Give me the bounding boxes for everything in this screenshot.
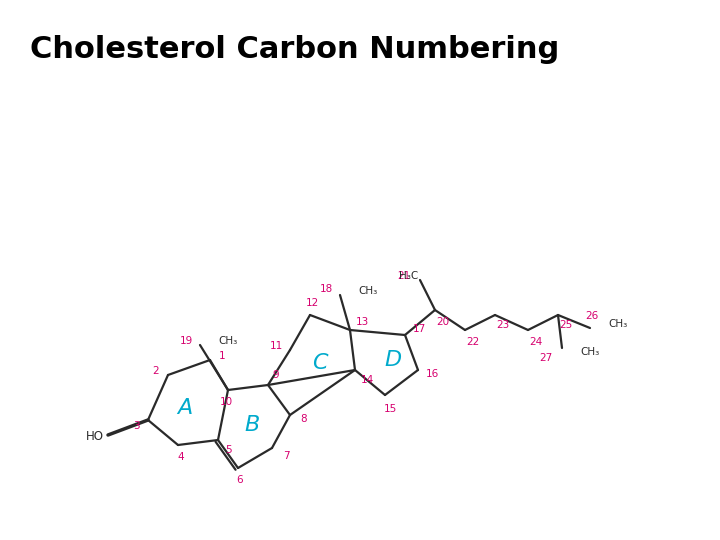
Text: 16: 16 (426, 369, 438, 379)
Text: 14: 14 (361, 375, 374, 385)
Text: 7: 7 (283, 451, 289, 461)
Text: HO: HO (86, 430, 104, 443)
Text: CH₃: CH₃ (358, 286, 377, 296)
Text: 9: 9 (273, 370, 279, 380)
Text: 1: 1 (219, 351, 225, 361)
Text: CH₃: CH₃ (608, 319, 627, 329)
Text: 13: 13 (356, 317, 369, 327)
Text: C: C (312, 353, 328, 373)
Text: Cholesterol Carbon Numbering: Cholesterol Carbon Numbering (30, 35, 559, 64)
Text: CH₃: CH₃ (580, 347, 599, 357)
Text: 25: 25 (559, 320, 572, 330)
Text: 5: 5 (225, 445, 231, 455)
Text: 21: 21 (397, 271, 410, 281)
Text: H₃C: H₃C (399, 271, 418, 281)
Text: 6: 6 (237, 475, 243, 485)
Text: 18: 18 (320, 284, 333, 294)
Text: 8: 8 (301, 414, 307, 424)
Text: 22: 22 (467, 337, 480, 347)
Text: 17: 17 (413, 324, 426, 334)
Text: 3: 3 (132, 421, 139, 431)
Text: 4: 4 (178, 452, 184, 462)
Text: B: B (244, 415, 260, 435)
Text: 10: 10 (220, 397, 233, 407)
Text: 23: 23 (496, 320, 510, 330)
Text: 20: 20 (436, 317, 449, 327)
Text: 2: 2 (153, 366, 159, 376)
Text: 11: 11 (269, 341, 283, 351)
Text: 26: 26 (585, 311, 598, 321)
Text: A: A (177, 398, 193, 418)
Text: 19: 19 (179, 336, 193, 346)
Text: CH₃: CH₃ (218, 336, 238, 346)
Text: 12: 12 (305, 298, 319, 308)
Text: D: D (384, 350, 402, 370)
Text: 15: 15 (383, 404, 397, 414)
Text: 27: 27 (539, 353, 553, 363)
Text: 24: 24 (529, 337, 543, 347)
